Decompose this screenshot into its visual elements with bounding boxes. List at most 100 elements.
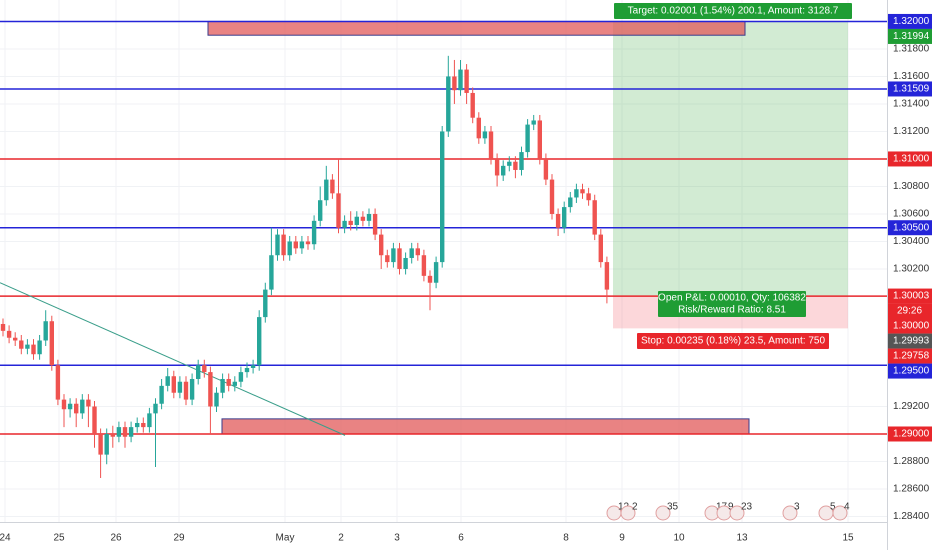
candle-body <box>153 403 158 414</box>
candle-body <box>348 220 353 225</box>
trendline <box>0 282 346 436</box>
price-label: 1.31000 <box>893 154 930 165</box>
price-label-bg <box>888 426 932 442</box>
candle-body <box>342 220 347 228</box>
candle-body <box>13 337 18 341</box>
candle-body <box>196 365 201 379</box>
candle-body <box>287 241 292 256</box>
candle-body <box>372 213 378 235</box>
candle-body <box>574 189 579 198</box>
y-tick-label: 1.28800 <box>893 456 930 467</box>
y-tick-label: 1.30600 <box>893 209 930 220</box>
x-tick-label: 26 <box>110 533 122 544</box>
event-icon[interactable] <box>832 505 848 521</box>
candle-body <box>592 200 597 235</box>
candle-body <box>80 399 85 414</box>
candle-body <box>110 433 115 437</box>
candle-body <box>257 317 262 366</box>
price-label: 1.29758 <box>893 351 930 362</box>
price-label: 1.31509 <box>893 84 930 95</box>
event-icon[interactable] <box>655 505 671 521</box>
y-tick-label: 1.30400 <box>893 236 930 247</box>
countdown: 29:26 <box>897 306 922 317</box>
candle-body <box>311 220 317 245</box>
candle-body <box>25 344 30 349</box>
candle-body <box>0 323 6 331</box>
event-count: 23 <box>741 502 753 513</box>
candle-body <box>208 372 213 407</box>
candle-body <box>49 321 54 366</box>
candle-body <box>135 422 140 428</box>
candle-body <box>452 76 457 91</box>
candle-body <box>482 131 488 139</box>
candle-body <box>171 376 176 393</box>
event-icon[interactable] <box>782 505 798 521</box>
candle-body <box>494 158 500 176</box>
candle-body <box>293 241 298 249</box>
candle-body <box>476 117 481 139</box>
candle-body <box>238 372 244 382</box>
candle-body <box>104 433 109 455</box>
candle-body <box>159 385 164 404</box>
price-label: 1.31994 <box>893 31 930 42</box>
candle-body <box>61 399 67 410</box>
price-label-bg <box>888 28 932 44</box>
price-label-bg <box>888 151 932 167</box>
event-icon[interactable] <box>729 505 745 521</box>
candle-body <box>555 213 561 228</box>
candle-body <box>189 378 195 400</box>
candle-body <box>128 427 134 437</box>
target-label-bg <box>614 3 852 19</box>
event-count: 9 <box>728 502 734 513</box>
price-label-bg <box>888 348 932 364</box>
candle-body <box>19 340 24 349</box>
candle-body <box>415 248 420 256</box>
x-tick-label: 2 <box>338 533 344 544</box>
candle-body <box>403 257 408 269</box>
event-count: 4 <box>844 502 850 513</box>
x-tick-label: 10 <box>673 533 685 544</box>
x-tick-label: 25 <box>53 533 65 544</box>
candle-body <box>580 189 585 194</box>
candle-body <box>37 340 42 355</box>
event-count: 5 <box>830 502 836 513</box>
candle-body <box>74 403 79 414</box>
y-tick-label: 1.31400 <box>893 99 930 110</box>
candle-body <box>549 179 555 214</box>
candle-body <box>336 193 341 228</box>
price-label-bg <box>888 288 932 304</box>
candle-body <box>440 131 445 263</box>
pnl-label-bg <box>658 291 806 317</box>
candle-body <box>421 255 427 276</box>
candle-body <box>330 179 335 194</box>
candle-body <box>299 241 305 249</box>
candle-body <box>507 161 512 166</box>
x-tick-label: May <box>276 533 295 544</box>
candle-body <box>86 399 91 407</box>
candle-body <box>318 200 323 221</box>
price-label: 1.30500 <box>893 222 930 233</box>
x-tick-label: 29 <box>173 533 185 544</box>
y-tick-label: 1.28400 <box>893 511 930 522</box>
price-label-bg <box>888 333 932 349</box>
candle-body <box>214 392 219 407</box>
candle-body <box>226 378 231 386</box>
x-tick-label: 13 <box>736 533 748 544</box>
candle-body <box>281 234 286 256</box>
target-label: Target: 0.02001 (1.54%) 200.1, Amount: 3… <box>628 6 839 17</box>
event-count: 2 <box>632 502 638 513</box>
candle-body <box>385 255 390 263</box>
candle-body <box>391 248 396 263</box>
candle-body <box>501 165 506 176</box>
zone <box>221 418 750 435</box>
candle-body <box>360 216 366 221</box>
price-label: 1.29500 <box>893 366 930 377</box>
candle-body <box>165 376 170 386</box>
price-label: 1.29993 <box>893 336 930 347</box>
candle-body <box>269 255 274 290</box>
candle-body <box>409 248 414 258</box>
price-label-bg <box>888 303 932 334</box>
y-tick-label: 1.28600 <box>893 484 930 495</box>
event-icon[interactable] <box>620 505 636 521</box>
price-label: 1.29000 <box>893 429 930 440</box>
